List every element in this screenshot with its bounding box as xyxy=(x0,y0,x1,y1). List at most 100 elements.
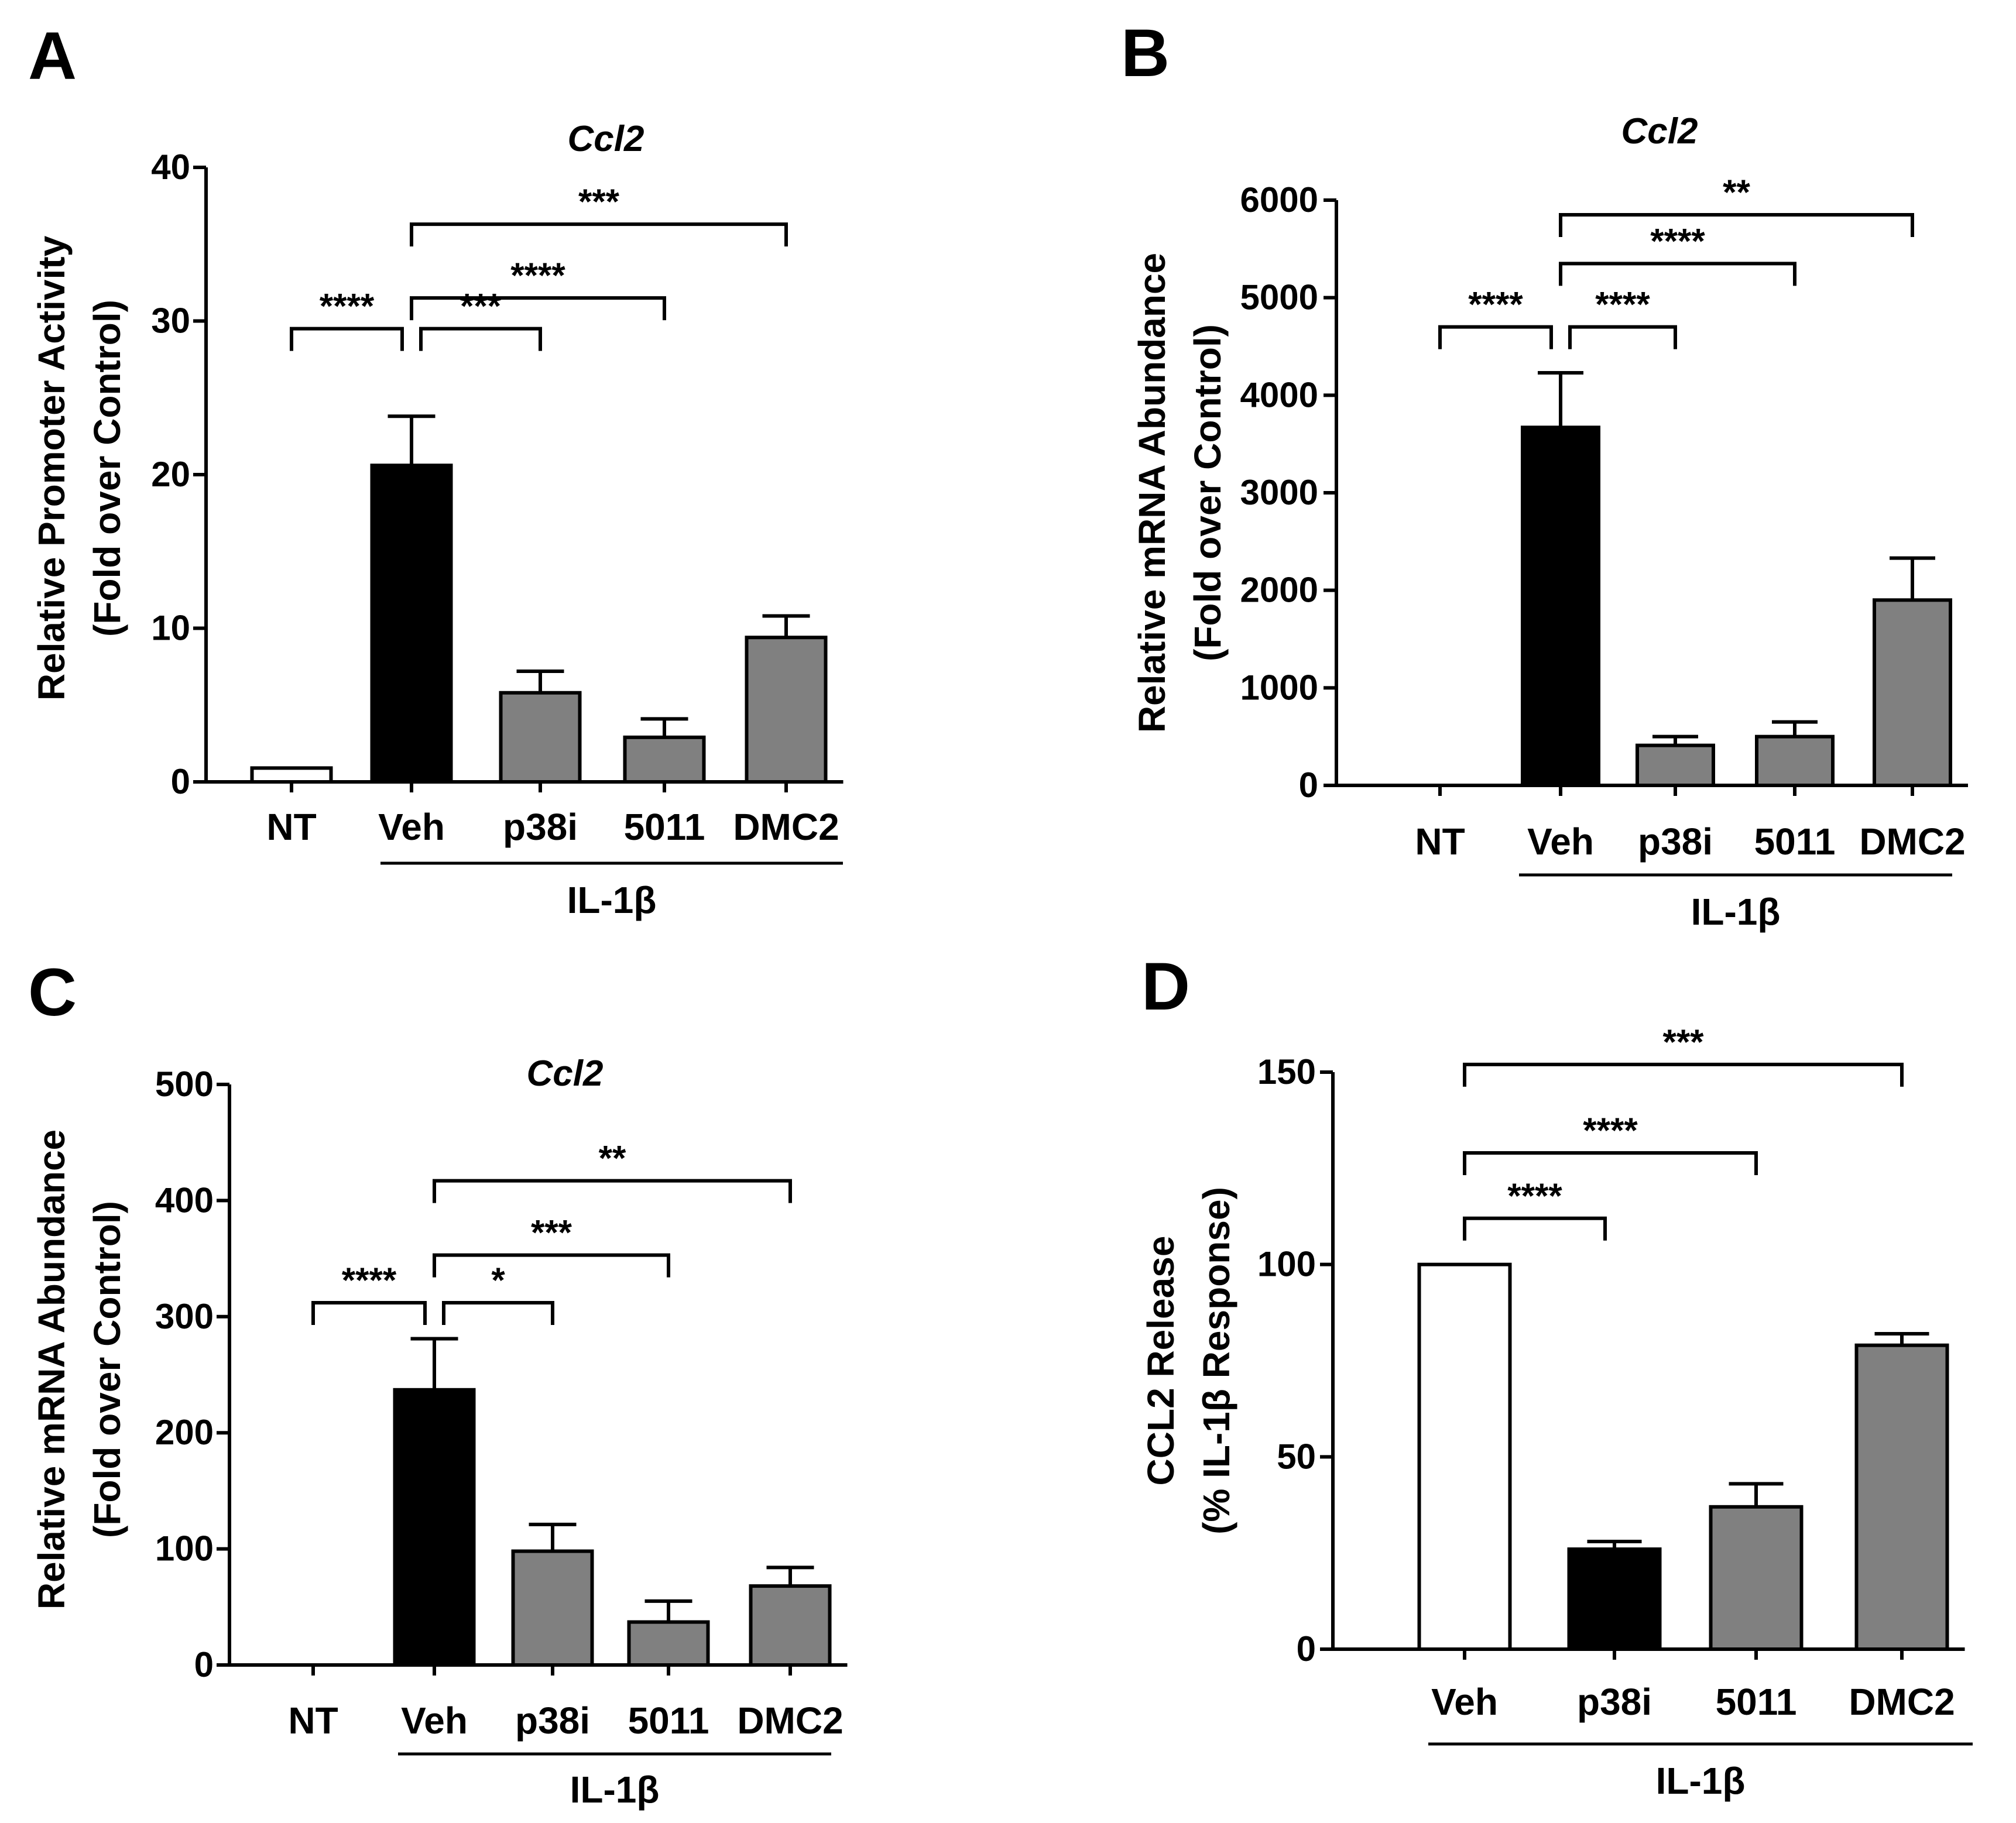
x-tick-label: DMC2 xyxy=(1849,1681,1955,1723)
x-tick-label: 5011 xyxy=(1754,820,1836,863)
y-tick-label: 4000 xyxy=(1240,375,1318,414)
y-tick-label: 20 xyxy=(151,455,190,494)
y-tick-label: 5000 xyxy=(1240,278,1318,317)
y-tick-label: 200 xyxy=(155,1413,214,1452)
panel-letter-b: B xyxy=(1121,16,1170,91)
significance-bracket xyxy=(1568,325,1677,349)
significance-label: ** xyxy=(1723,173,1750,212)
y-tick-label: 0 xyxy=(1297,1629,1316,1668)
significance-label: **** xyxy=(510,256,565,295)
x-tick-label: DMC2 xyxy=(737,1700,843,1742)
significance-bracket xyxy=(290,327,404,351)
bar-Veh xyxy=(370,464,453,784)
y-tick-label: 30 xyxy=(151,301,190,341)
bar-p38i xyxy=(1636,743,1715,787)
significance-bracket xyxy=(311,1300,427,1325)
significance-label: *** xyxy=(460,287,502,326)
bar-DMC2 xyxy=(749,1584,832,1667)
group-label: IL-1β xyxy=(1656,1760,1746,1802)
y-tick-label: 2000 xyxy=(1240,571,1318,610)
x-tick-label: Veh xyxy=(401,1700,468,1742)
bar-5011 xyxy=(623,735,706,784)
bar-5011 xyxy=(1755,734,1835,787)
x-tick-label: NT xyxy=(1415,820,1465,863)
bar-DMC2 xyxy=(1854,1343,1949,1652)
bar-Veh xyxy=(1417,1262,1512,1652)
y-axis-label: Relative Promoter Activity xyxy=(30,235,73,701)
x-tick-label: 5011 xyxy=(1716,1681,1797,1723)
y-tick-label: 50 xyxy=(1277,1437,1316,1476)
x-tick-label: Veh xyxy=(378,806,445,848)
significance-label: **** xyxy=(1595,285,1650,324)
x-tick-label: 5011 xyxy=(628,1700,709,1742)
y-axis-label-2: (Fold over Control) xyxy=(86,1201,128,1538)
y-tick-label: 6000 xyxy=(1240,180,1318,219)
significance-bracket xyxy=(433,1253,670,1278)
chart-title: Ccl2 xyxy=(527,1053,604,1094)
panel-letter-a: A xyxy=(28,19,77,94)
y-axis-label: Relative mRNA Abundance xyxy=(1131,253,1173,733)
panel-letter-c: C xyxy=(28,955,77,1030)
significance-label: **** xyxy=(320,287,375,326)
y-axis-label: Relative mRNA Abundance xyxy=(30,1129,73,1609)
x-tick-label: DMC2 xyxy=(1859,820,1965,863)
panel-d: D 0 50 100 150 Veh p38i 5011 DMC2 IL-1β CCL2 Rele… xyxy=(1140,949,1973,1802)
significance-bracket xyxy=(1559,213,1914,237)
significance-bracket xyxy=(1463,1062,1904,1087)
y-axis-label-2: (% IL-1β Response) xyxy=(1195,1187,1237,1534)
significance-label: **** xyxy=(1650,221,1705,260)
y-axis-label-2: (Fold over Control) xyxy=(1187,324,1229,661)
chart-title: Ccl2 xyxy=(568,119,644,159)
significance-bracket xyxy=(410,222,788,247)
significance-bracket xyxy=(419,327,542,351)
bar-p38i xyxy=(1567,1547,1662,1651)
significance-label: * xyxy=(491,1261,505,1300)
significance-label: *** xyxy=(1662,1022,1704,1062)
x-tick-label: Veh xyxy=(1527,820,1594,863)
x-tick-label: Veh xyxy=(1431,1681,1498,1723)
significance-bracket xyxy=(433,1179,792,1203)
bar-Veh xyxy=(393,1388,476,1667)
group-label: IL-1β xyxy=(1691,891,1781,933)
significance-bracket xyxy=(1463,1216,1607,1241)
bar-p38i xyxy=(499,691,582,784)
y-tick-label: 150 xyxy=(1257,1052,1316,1091)
x-tick-label: 5011 xyxy=(624,806,705,848)
chart-title: Ccl2 xyxy=(1621,111,1698,152)
y-axis-label: CCL2 Release xyxy=(1140,1236,1182,1486)
y-tick-label: 40 xyxy=(151,147,190,187)
significance-label: *** xyxy=(578,182,620,221)
bar-5011 xyxy=(627,1620,710,1667)
x-tick-label: p38i xyxy=(503,806,578,848)
significance-label: **** xyxy=(1507,1176,1562,1216)
y-tick-label: 0 xyxy=(194,1645,214,1684)
bar-DMC2 xyxy=(1873,598,1952,788)
y-tick-label: 3000 xyxy=(1240,473,1318,512)
significance-label: *** xyxy=(531,1213,572,1252)
significance-label: **** xyxy=(342,1261,397,1300)
x-tick-label: DMC2 xyxy=(733,806,839,848)
x-tick-label: p38i xyxy=(1638,820,1713,863)
x-tick-label: p38i xyxy=(1577,1681,1652,1723)
panel-c: C 0 100 200 300 400 500 NT Veh p38i 5011 DMC2 IL-1β… xyxy=(28,955,848,1811)
y-tick-label: 100 xyxy=(155,1529,214,1568)
bar-5011 xyxy=(1709,1505,1804,1651)
significance-label: ** xyxy=(599,1139,626,1178)
significance-label: **** xyxy=(1583,1111,1638,1150)
panel-a: A 0 10 20 30 40 NT Veh p38i 5011 DMC2 IL-1β Ccl2 Rel… xyxy=(28,19,844,921)
group-label: IL-1β xyxy=(570,1769,660,1811)
y-tick-label: 0 xyxy=(1299,765,1318,805)
group-label: IL-1β xyxy=(567,879,657,921)
y-tick-label: 400 xyxy=(155,1180,214,1220)
panel-b: B 0 1000 2000 3000 4000 5000 6000 NT Veh p38i 5011… xyxy=(1121,16,1968,933)
significance-bracket xyxy=(1438,325,1553,349)
y-tick-label: 100 xyxy=(1257,1245,1316,1284)
bar-NT xyxy=(250,766,333,784)
y-tick-label: 1000 xyxy=(1240,668,1318,707)
y-tick-label: 500 xyxy=(155,1065,214,1104)
x-tick-label: NT xyxy=(266,806,316,848)
x-tick-label: p38i xyxy=(515,1700,590,1742)
significance-bracket xyxy=(442,1300,554,1325)
y-tick-label: 10 xyxy=(151,609,190,648)
